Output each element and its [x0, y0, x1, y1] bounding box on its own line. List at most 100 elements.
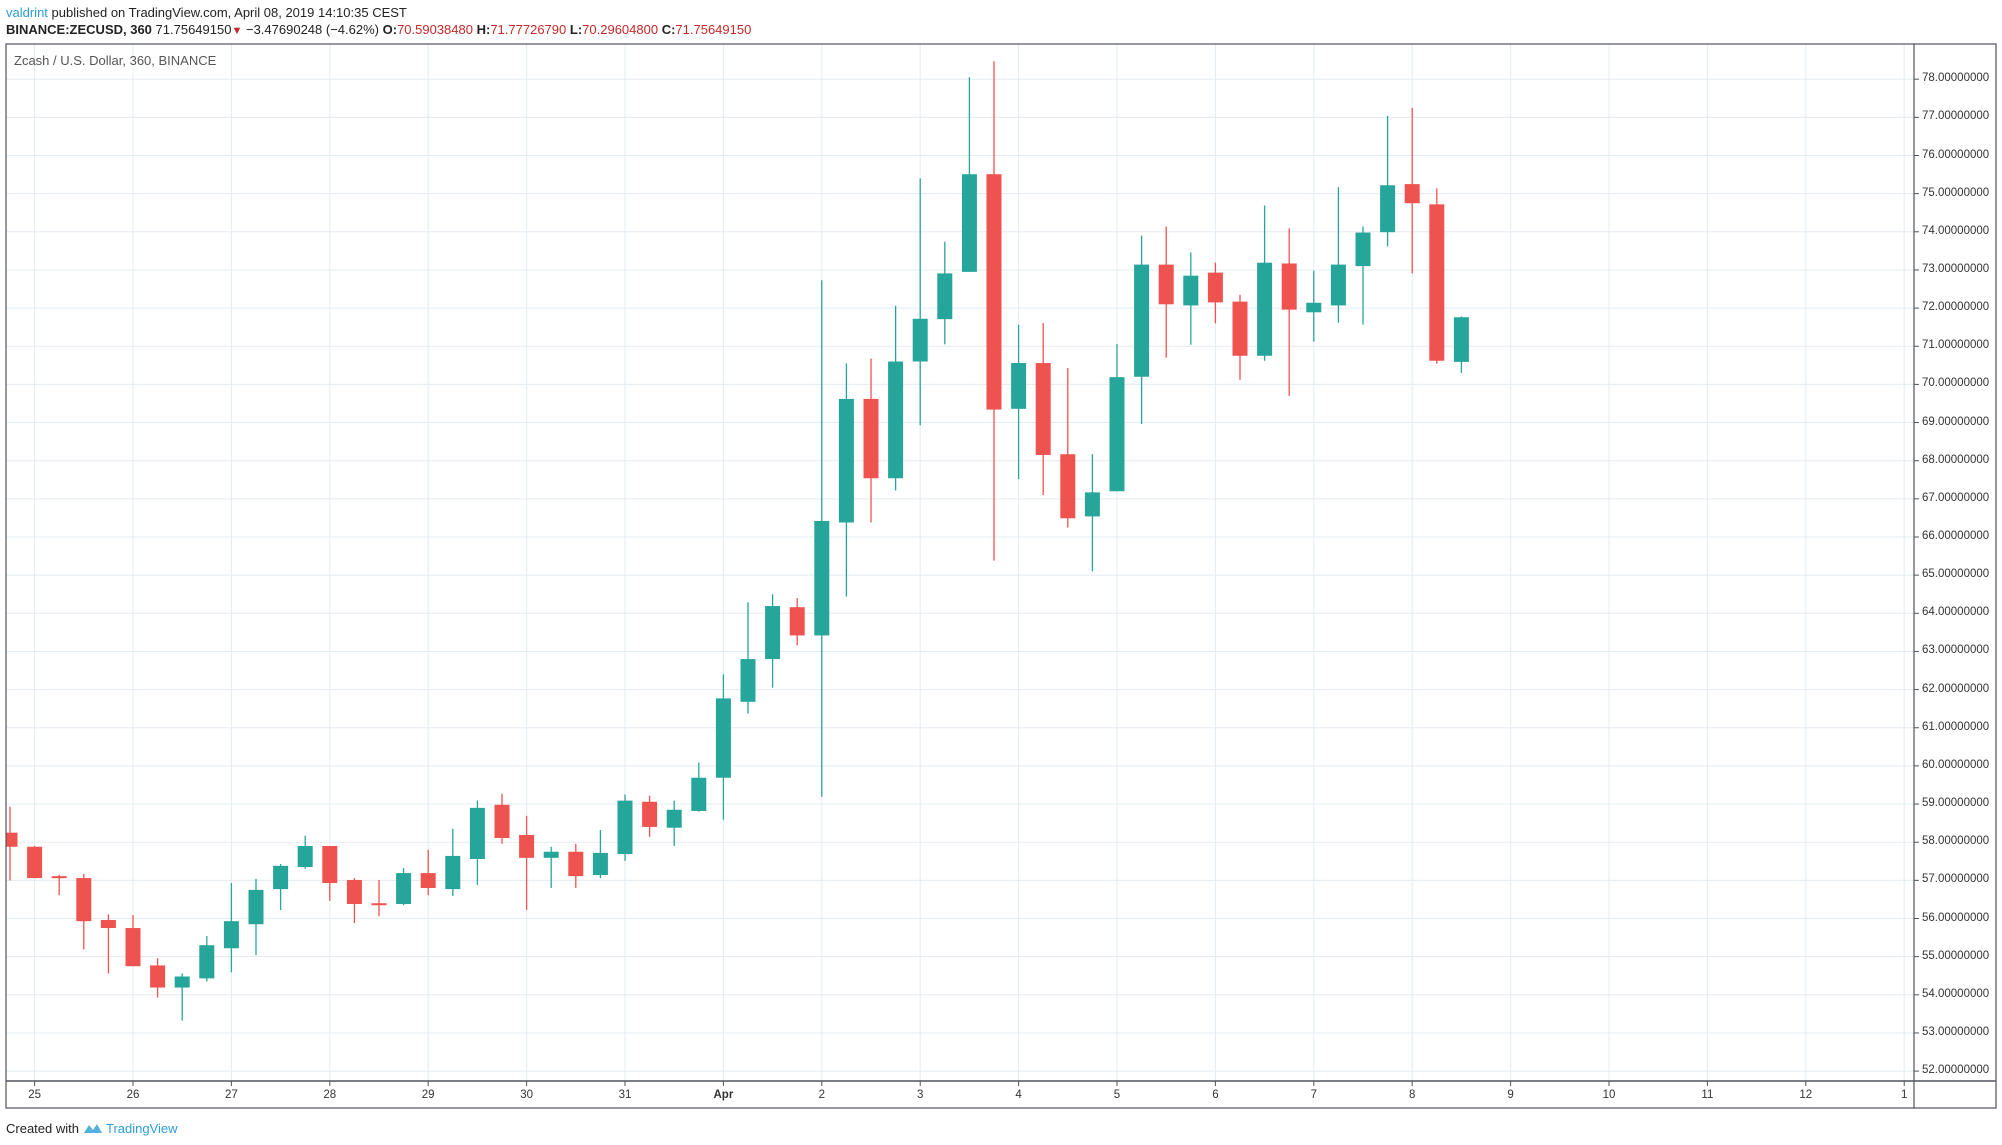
candle [592, 829, 608, 879]
x-tick-label: 12 [1799, 1089, 1813, 1101]
candle [1084, 454, 1100, 572]
candle [814, 280, 830, 797]
candle [445, 828, 461, 896]
candle [1404, 107, 1420, 274]
candle [617, 794, 633, 861]
candle [838, 363, 854, 597]
candle-body [297, 846, 313, 867]
candle-body [199, 945, 215, 979]
candle-body [396, 873, 412, 905]
candle [986, 61, 1002, 561]
y-tick-label: 60.00000000 [1922, 758, 1990, 771]
candle-body [1232, 301, 1248, 356]
x-tick-label: 2 [818, 1089, 825, 1101]
candle-body [814, 520, 830, 636]
chart-border [5, 43, 1997, 1109]
candle-body [765, 606, 781, 660]
candle [1011, 324, 1027, 480]
candle [76, 873, 92, 950]
candle-body [986, 174, 1002, 410]
candle [1158, 226, 1174, 358]
candle [961, 77, 977, 272]
candle-body [273, 865, 289, 890]
x-tick-label: 8 [1408, 1089, 1416, 1101]
candle-body [445, 855, 461, 890]
candle [494, 793, 510, 844]
candle-body [961, 174, 977, 272]
candle [322, 846, 338, 901]
symbol-legend: BINANCE:ZECUSD, 360 71.75649150▼ −3.4769… [6, 22, 751, 37]
candle-body [888, 361, 904, 479]
y-tick-label: 70.00000000 [1922, 377, 1990, 390]
y-tick-label: 61.00000000 [1922, 720, 1990, 733]
candle-body [519, 834, 535, 858]
candle-body [838, 398, 854, 523]
x-tick-label: 26 [126, 1089, 140, 1101]
y-tick-label: 67.00000000 [1922, 491, 1990, 504]
candle-body [642, 801, 658, 827]
publish-text: published on TradingView.com, April 08, … [51, 5, 407, 20]
x-tick-label: 7 [1310, 1089, 1317, 1101]
y-tick-label: 66.00000000 [1922, 530, 1990, 542]
x-tick-label: 27 [224, 1089, 238, 1101]
created-with-text: Created with [6, 1121, 79, 1136]
candle-body [1306, 302, 1322, 313]
candle [1429, 188, 1445, 364]
candle-body [346, 879, 362, 905]
candle-body [223, 921, 239, 949]
candle-body [617, 800, 633, 855]
high-label: H: [476, 22, 491, 37]
candle [273, 863, 289, 911]
candle-body [1257, 262, 1273, 356]
candle-body [1281, 263, 1297, 310]
x-tick-label: 10 [1602, 1089, 1616, 1101]
high-value: 71.77726790 [490, 22, 567, 37]
candle [346, 878, 362, 924]
candle-body [51, 876, 67, 879]
candle-body [789, 607, 805, 636]
candle [1453, 316, 1469, 373]
candle-body [912, 318, 928, 362]
candle-body [420, 873, 436, 888]
candle-body [1011, 363, 1027, 409]
candle [174, 973, 190, 1021]
last-price: 71.75649150 [155, 22, 232, 37]
y-tick-label: 72.00000000 [1922, 301, 1990, 314]
candle [150, 958, 166, 998]
candle [691, 762, 707, 812]
y-tick-label: 75.00000000 [1922, 186, 1990, 199]
x-tick-label: 30 [520, 1089, 533, 1101]
candle [543, 846, 559, 888]
candle [1380, 115, 1396, 247]
tradingview-logo-icon [83, 1124, 102, 1133]
candle-body [1380, 185, 1396, 233]
y-tick-label: 77.00000000 [1922, 110, 1990, 123]
candle-body [1134, 264, 1150, 377]
y-tick-label: 73.00000000 [1922, 262, 1990, 275]
candle [715, 674, 731, 820]
candle [789, 598, 805, 646]
candle-body [937, 273, 953, 320]
candle [297, 835, 313, 869]
x-tick-label: 9 [1507, 1089, 1514, 1101]
y-tick-label: 55.00000000 [1922, 949, 1990, 962]
candle-body [1453, 317, 1469, 362]
candle [1109, 343, 1125, 492]
candle-body [6, 832, 18, 847]
candle-body [1207, 272, 1223, 303]
publish-info: valdrint published on TradingView.com, A… [6, 5, 407, 20]
candle [1232, 294, 1248, 380]
x-tick-label: 31 [618, 1089, 632, 1101]
candle-body [76, 878, 92, 922]
candle-body [863, 398, 879, 479]
candle-body [1183, 275, 1199, 306]
y-tick-label: 74.00000000 [1922, 224, 1990, 237]
candle-body [27, 846, 43, 879]
y-tick-label: 64.00000000 [1922, 606, 1990, 619]
tradingview-link[interactable]: TradingView [106, 1121, 178, 1136]
candle-body [322, 846, 338, 884]
candle [420, 849, 436, 896]
candle [469, 800, 485, 885]
author-link[interactable]: valdrint [6, 5, 48, 20]
